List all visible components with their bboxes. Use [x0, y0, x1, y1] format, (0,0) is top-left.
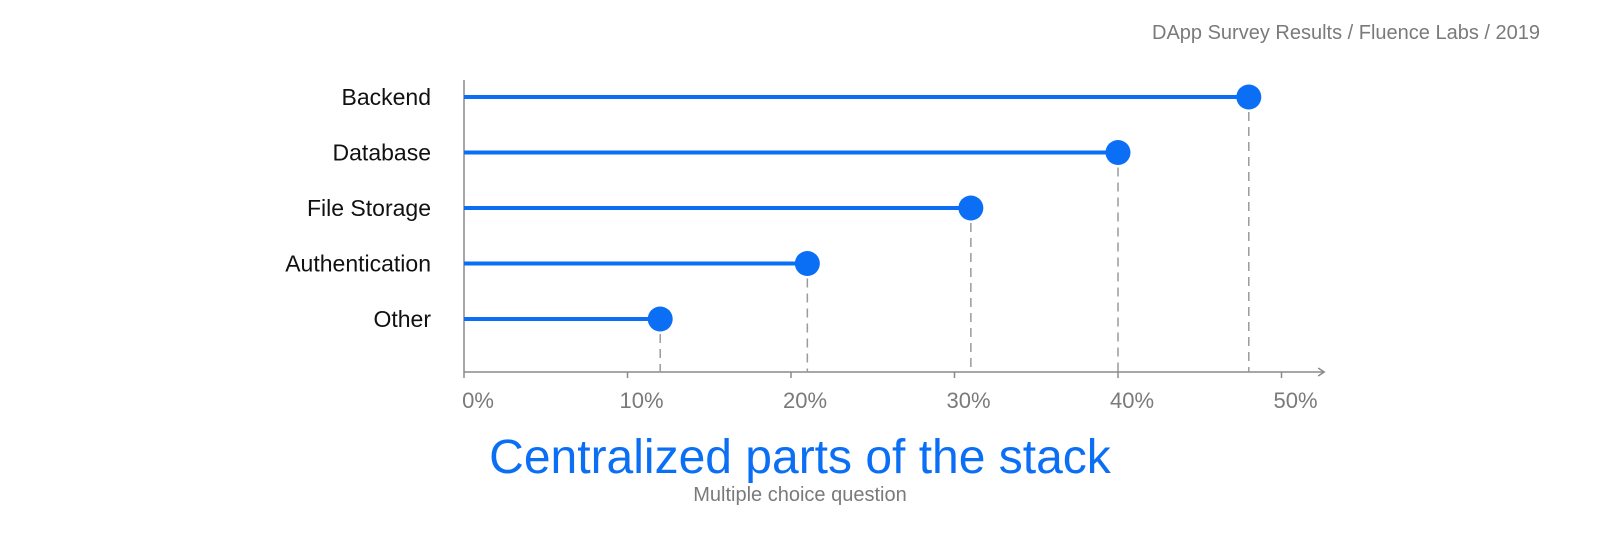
- category-label: File Storage: [307, 195, 431, 221]
- stems: [464, 95, 1249, 321]
- dot: [794, 251, 820, 276]
- chart-subtitle: Multiple choice question: [693, 484, 907, 506]
- chart-axes: [463, 80, 1326, 378]
- x-tick-label: 50%: [1273, 388, 1317, 413]
- dot: [1105, 140, 1131, 165]
- category-labels: Backend Database File Storage Authenticatio…: [285, 84, 431, 332]
- chart-title: Centralized parts of the stack: [489, 431, 1111, 484]
- category-label: Other: [373, 306, 431, 332]
- dot: [958, 195, 984, 221]
- x-tick-label: 30%: [946, 388, 990, 413]
- drop-lines: [659, 97, 1250, 372]
- dot: [1236, 84, 1262, 110]
- category-label: Authentication: [285, 251, 431, 277]
- x-tick-label: 10%: [619, 388, 663, 413]
- tick-labels: 0% 10% 20% 30% 40% 50%: [462, 388, 1317, 413]
- x-tick-label: 0%: [462, 388, 494, 413]
- category-label: Database: [333, 140, 431, 166]
- lollipop-chart: Backend Database File Storage Authenticatio…: [285, 80, 1326, 413]
- source-caption: DApp Survey Results / Fluence Labs / 201…: [1152, 22, 1540, 44]
- x-tick-label: 40%: [1110, 388, 1154, 413]
- dot: [647, 306, 673, 332]
- x-axis-arrow: [1317, 367, 1326, 377]
- x-tick-label: 20%: [783, 388, 827, 413]
- category-label: Backend: [341, 84, 431, 110]
- dots: [647, 84, 1262, 332]
